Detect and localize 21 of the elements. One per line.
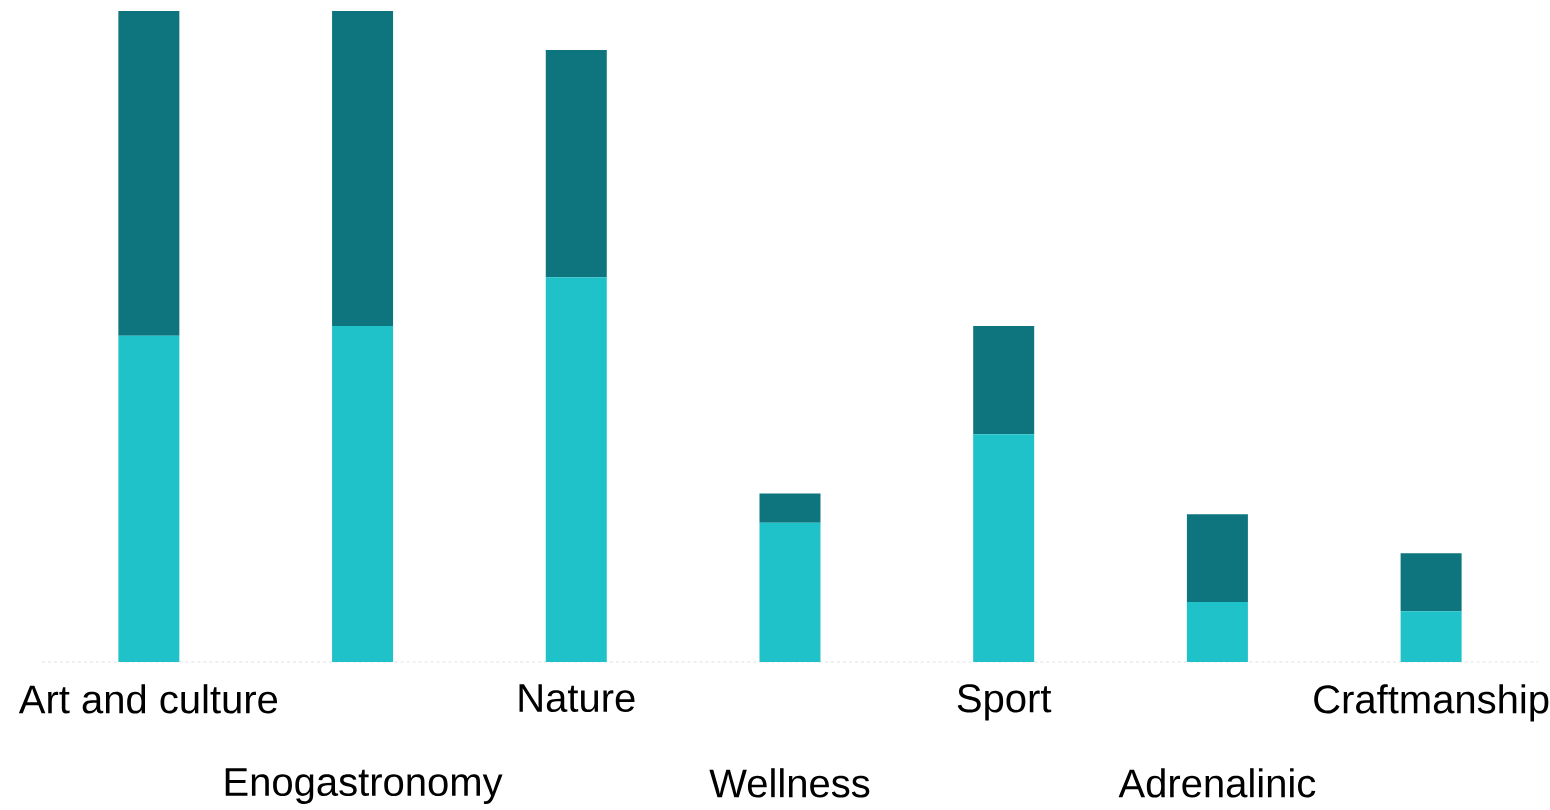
x-tick-label: Craftmanship — [1314, 684, 1549, 722]
bar — [759, 522, 821, 662]
bar — [973, 434, 1035, 662]
bar — [545, 277, 607, 662]
x-tick-label: Enogastronomy — [225, 768, 503, 805]
bar — [1400, 611, 1462, 662]
bar — [1186, 514, 1248, 603]
x-tick-label: Sport — [957, 684, 1052, 721]
bar — [759, 493, 821, 523]
bar — [332, 10, 394, 327]
bar — [332, 326, 394, 662]
bar — [118, 10, 180, 336]
x-tick-label: Wellness — [709, 768, 870, 798]
x-tick-label: Adrenalinic — [1118, 768, 1316, 798]
x-tick-label: Art and culture — [18, 684, 278, 714]
bar — [118, 335, 180, 662]
bar — [1186, 602, 1248, 662]
bar — [973, 326, 1035, 435]
x-tick-label: Nature — [519, 684, 635, 713]
bar — [545, 50, 607, 278]
bar — [1400, 553, 1462, 612]
